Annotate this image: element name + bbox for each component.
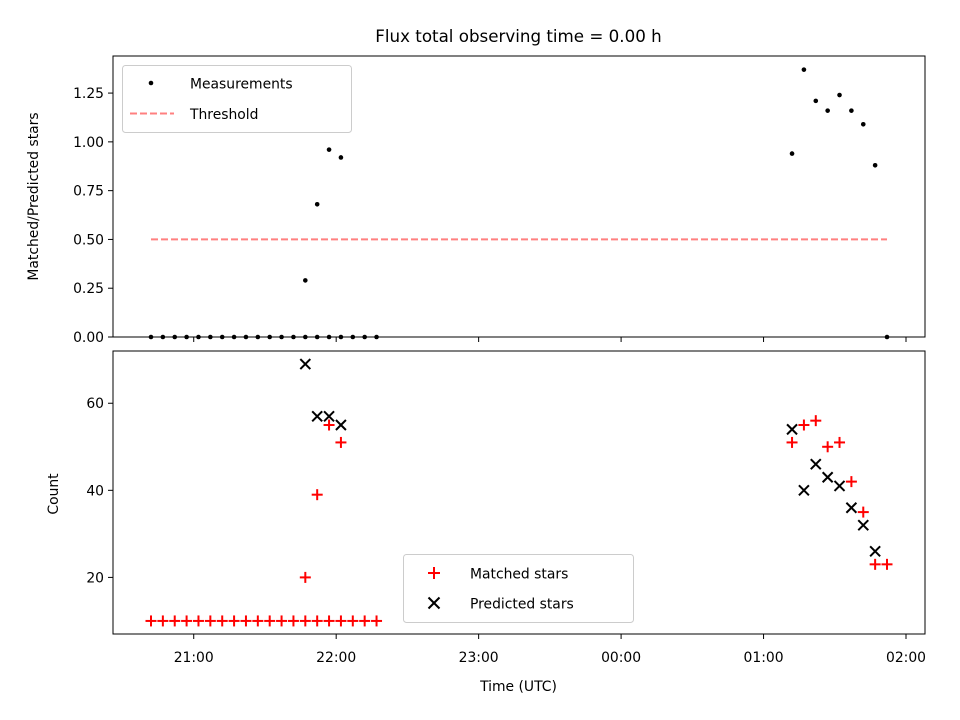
matched-star-point — [145, 615, 157, 627]
matched-star-point — [157, 615, 169, 627]
measurement-point — [789, 151, 795, 156]
predicted-star-point — [798, 484, 810, 497]
legend-measurements-label: Measurements — [190, 77, 293, 93]
matched-star-point — [798, 419, 810, 431]
measurement-point — [813, 98, 819, 104]
matched-star-point — [216, 615, 228, 627]
matched-star-point — [169, 615, 181, 627]
predicted-star-point — [311, 410, 323, 423]
top-y-tick-label: 1.00 — [73, 135, 104, 151]
matched-star-point — [240, 615, 252, 627]
x-axis-title: Time (UTC) — [479, 679, 557, 695]
matched-star-point — [786, 436, 798, 448]
legend-matched-label: Matched stars — [470, 567, 568, 583]
matched-star-point — [299, 615, 311, 627]
matched-star-point — [881, 558, 893, 570]
legend-threshold-label: Threshold — [189, 107, 258, 123]
measurement-point — [303, 278, 308, 283]
matched-star-point — [347, 615, 359, 627]
bottom-y-ticks: 20 40 60 — [86, 396, 113, 586]
predicted-star-point — [821, 471, 834, 483]
matched-star-point — [335, 615, 347, 627]
bottom-legend: Matched stars Predicted stars — [403, 554, 634, 623]
predicted-star-point — [869, 545, 881, 557]
top-y-ticks: 0.00 0.25 0.50 0.75 1.00 1.25 — [73, 86, 113, 346]
legend-predicted-marker — [427, 596, 441, 610]
legend-matched-marker — [428, 567, 440, 579]
x-tick-label: 23:00 — [459, 650, 499, 666]
matched-star-point — [323, 419, 335, 431]
matched-star-point — [299, 571, 311, 583]
predicted-star-point — [857, 519, 869, 531]
matched-star-point — [192, 615, 204, 627]
measurement-point — [849, 108, 854, 113]
matched-star-point — [359, 615, 371, 627]
top-legend-box — [122, 65, 352, 133]
predicted-star-point — [845, 502, 858, 514]
x-tick-label: 00:00 — [601, 650, 641, 666]
count-points-layer — [145, 358, 893, 627]
top-y-tick-label: 0.75 — [73, 184, 104, 200]
matched-star-point — [845, 476, 857, 488]
top-x-ticks — [193, 337, 907, 342]
predicted-star-point — [810, 458, 822, 470]
measurement-point — [825, 108, 830, 113]
predicted-star-point — [786, 423, 798, 436]
x-tick-label: 21:00 — [174, 650, 214, 666]
matched-star-point — [834, 436, 846, 448]
predicted-star-point — [323, 410, 335, 423]
legend-measurements-marker — [148, 80, 154, 86]
matched-star-point — [810, 415, 822, 427]
matched-star-point — [857, 506, 869, 518]
bottom-panel: Count Time (UTC) 20 40 60 21:00 22:00 23:00 0… — [46, 350, 926, 695]
predicted-star-point — [299, 358, 312, 370]
matched-star-point — [204, 615, 216, 627]
measurement-point — [872, 162, 878, 168]
matched-star-point — [276, 615, 288, 627]
matched-star-point — [264, 615, 276, 627]
predicted-star-point — [335, 419, 347, 431]
matched-star-point — [252, 615, 264, 627]
matched-star-point — [181, 615, 193, 627]
measurement-point — [314, 202, 320, 207]
bottom-y-axis-title: Count — [46, 473, 62, 515]
bottom-plot-frame — [112, 350, 926, 635]
top-panel: Flux total observing time = 0.00 h Match… — [26, 26, 926, 346]
top-y-tick-label: 0.25 — [73, 281, 104, 297]
matched-star-point — [311, 615, 323, 627]
top-y-tick-label: 1.25 — [73, 86, 104, 102]
bottom-y-tick-label: 60 — [86, 396, 104, 412]
measurement-point — [837, 92, 842, 98]
x-tick-label: 02:00 — [886, 650, 926, 666]
matched-star-point — [822, 441, 834, 453]
measurement-point — [326, 147, 332, 152]
matched-star-point — [311, 489, 323, 501]
top-y-axis-title: Matched/Predicted stars — [26, 112, 42, 280]
matched-star-point — [371, 615, 383, 627]
measurement-point — [860, 121, 866, 127]
chart-title: Flux total observing time = 0.00 h — [375, 26, 661, 46]
matched-star-point — [228, 615, 240, 627]
predicted-star-point — [833, 480, 846, 492]
bottom-legend-box — [403, 554, 634, 623]
matched-star-point — [287, 615, 299, 627]
top-plot-frame — [112, 55, 926, 338]
bottom-x-ticks: 21:00 22:00 23:00 00:00 01:00 02:00 — [174, 634, 926, 666]
top-legend: Measurements Threshold — [122, 65, 352, 133]
bottom-y-tick-label: 40 — [86, 483, 104, 499]
measurement-point — [801, 67, 807, 72]
top-y-tick-label: 0.00 — [73, 330, 104, 346]
top-y-tick-label: 0.50 — [73, 232, 104, 248]
legend-predicted-label: Predicted stars — [470, 597, 574, 613]
bottom-y-tick-label: 20 — [86, 570, 104, 586]
matched-star-point — [335, 436, 347, 448]
matched-star-point — [869, 558, 881, 570]
x-tick-label: 22:00 — [316, 650, 356, 666]
matched-star-point — [323, 615, 335, 627]
x-tick-label: 01:00 — [744, 650, 784, 666]
measurement-point — [338, 155, 344, 160]
